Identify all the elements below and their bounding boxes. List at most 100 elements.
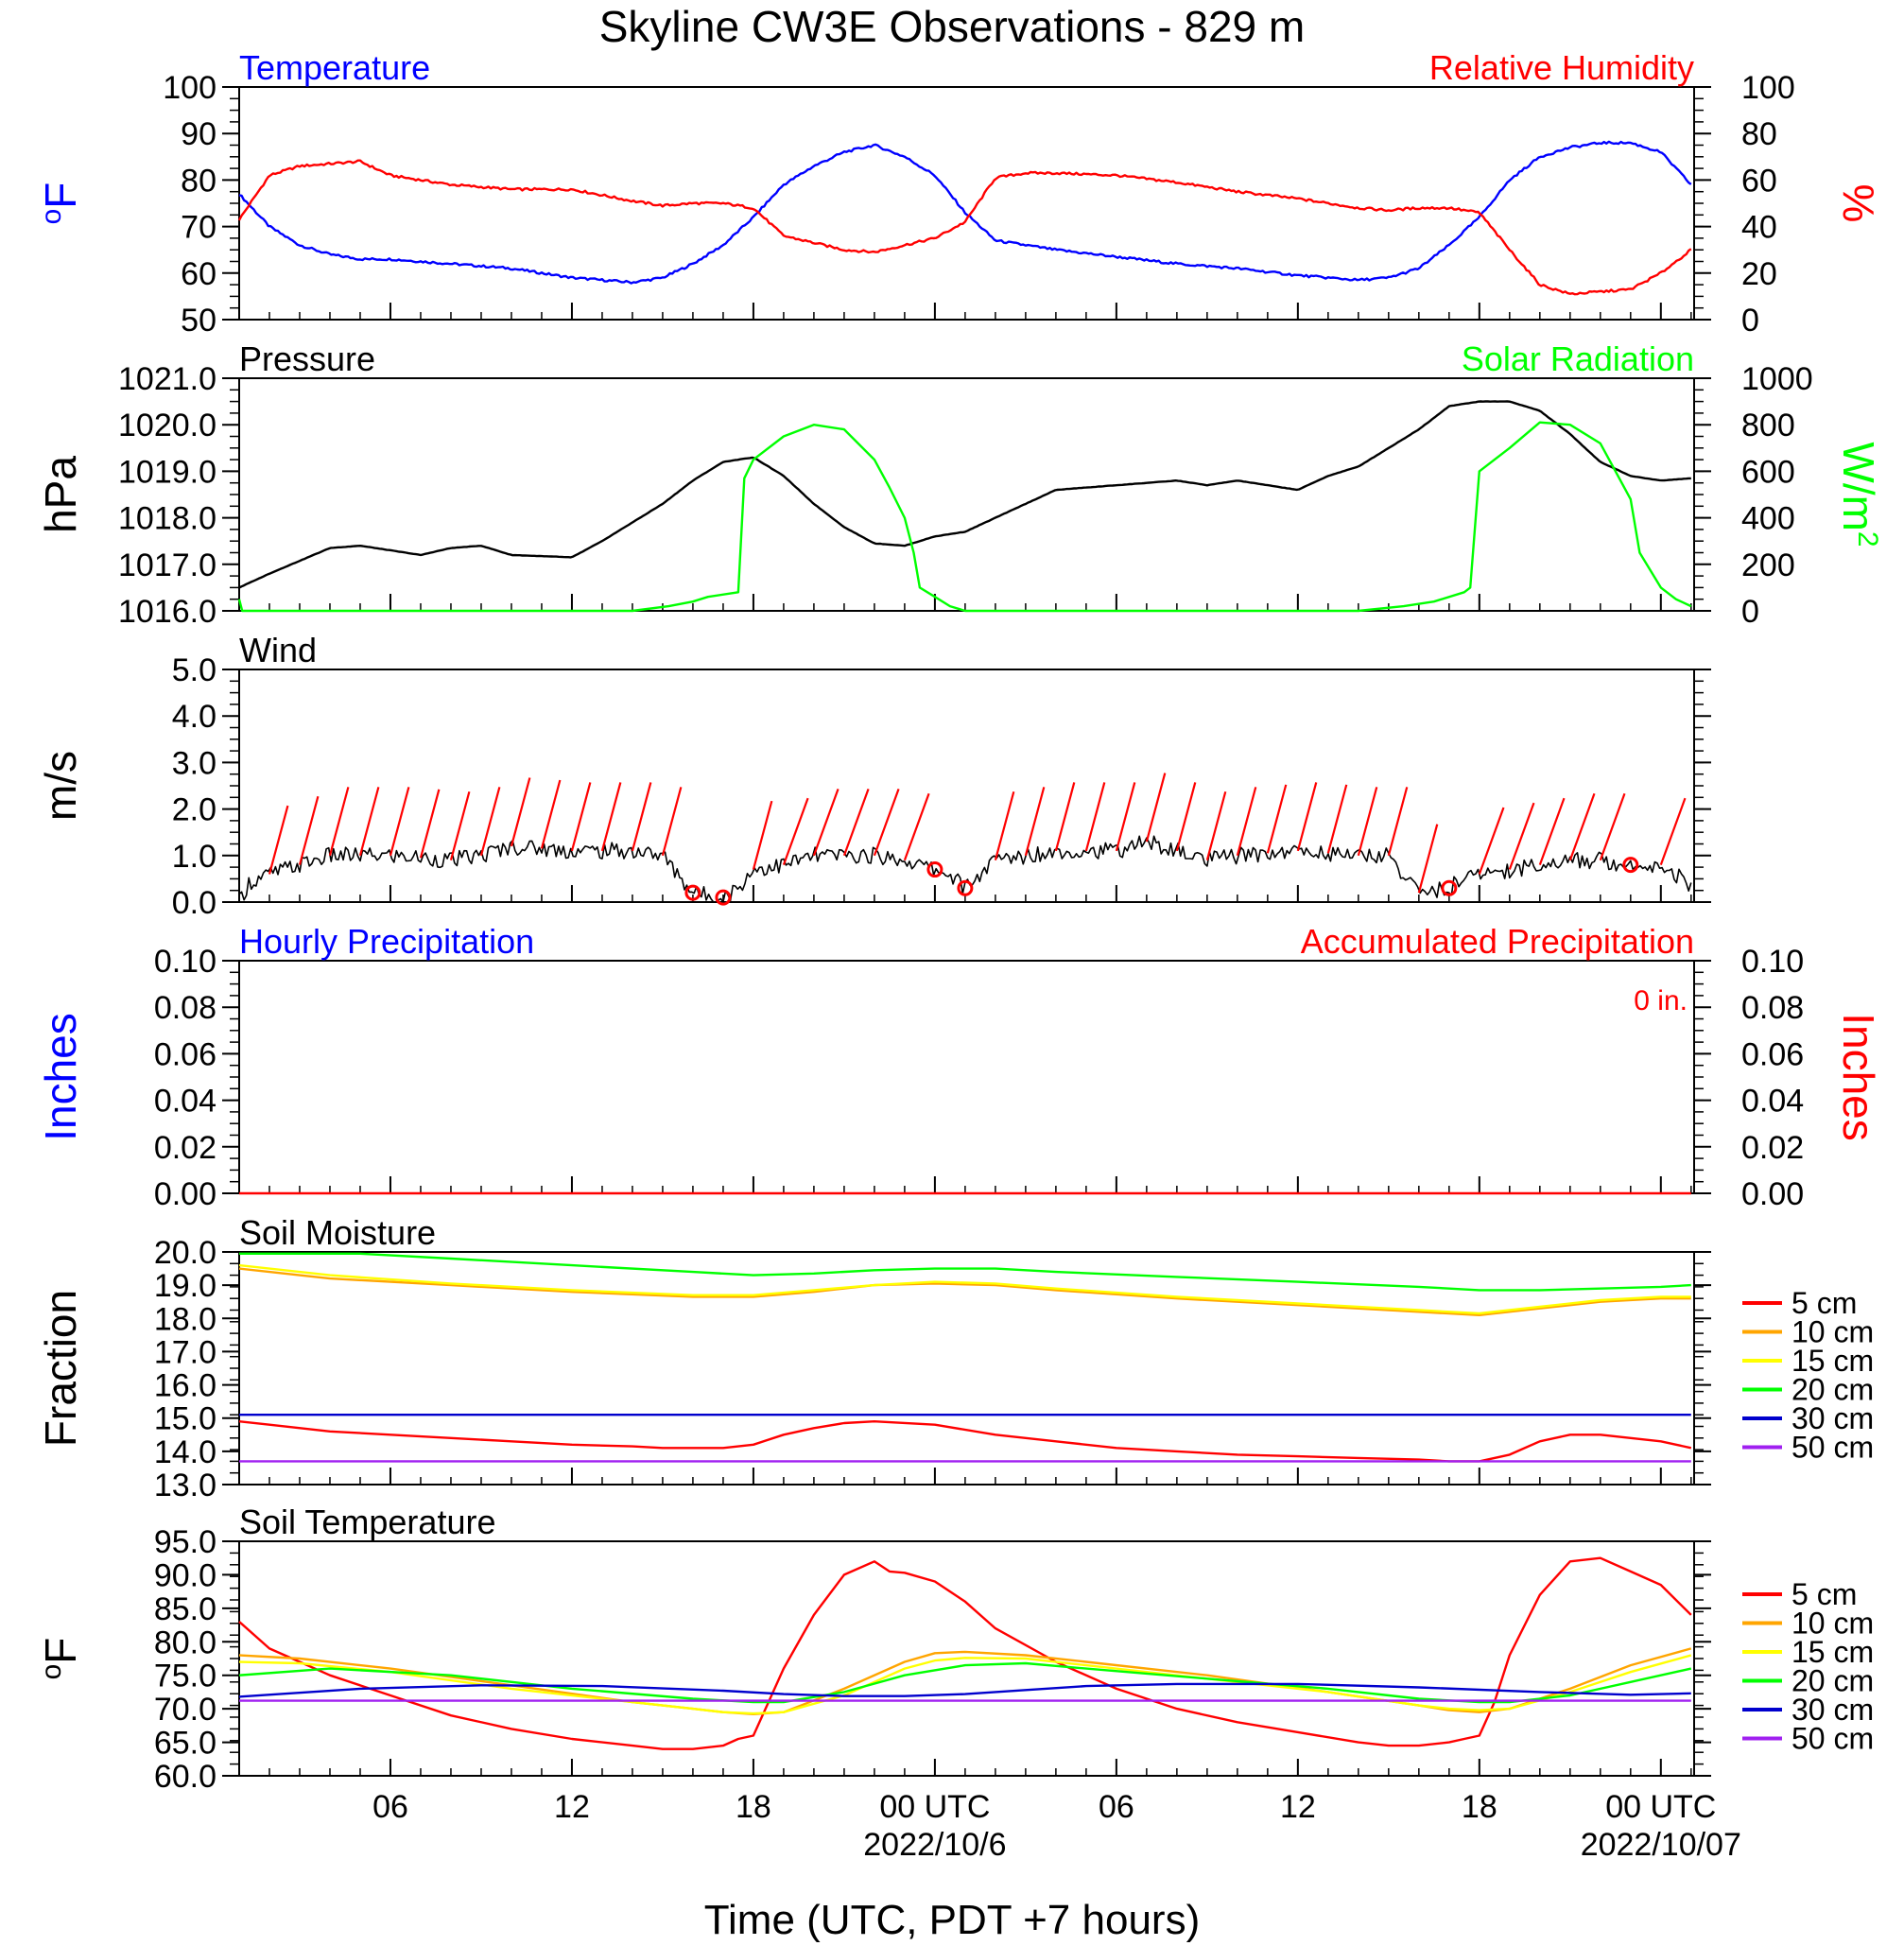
y-tick-label-right: 0.00: [1741, 1176, 1804, 1212]
y-tick-label-right: 0.04: [1741, 1084, 1804, 1120]
wind-barb: [1659, 797, 1687, 866]
y-tick-label-right: 0.10: [1741, 944, 1804, 980]
legend-label: 30 cm: [1791, 1401, 1874, 1435]
wind-barb: [1024, 787, 1046, 857]
wind-barb: [389, 787, 410, 857]
wind-barb: [1568, 792, 1596, 861]
y-tick-label-left: 18.0: [154, 1301, 216, 1337]
wind-barb: [1084, 782, 1106, 852]
x-axis-label: Time (UTC, PDT +7 hours): [704, 1897, 1200, 1943]
legend-label: 5 cm: [1791, 1286, 1857, 1320]
y-tick-label-left: 0.00: [154, 1176, 216, 1212]
y-tick-label-right: 0: [1741, 303, 1759, 339]
y-tick-label-left: 90: [181, 116, 216, 152]
legend-label: 20 cm: [1791, 1373, 1874, 1407]
wind-barb: [1054, 782, 1076, 852]
y-tick-label-left: 0.02: [154, 1130, 216, 1166]
series-line-5cm: [238, 1420, 1692, 1463]
wind-barb: [1417, 824, 1439, 894]
y-axis-label-right: Inches: [1834, 1013, 1883, 1141]
y-tick-label-left: 70: [181, 210, 216, 246]
legend-label: 50 cm: [1791, 1431, 1874, 1465]
wind-barb: [1357, 787, 1378, 857]
wind-barb: [1326, 784, 1348, 854]
wind-barb: [1478, 807, 1505, 875]
y-tick-label-left: 0.08: [154, 990, 216, 1026]
y-tick-label-left: 50: [181, 303, 216, 339]
wind-barb: [600, 782, 622, 852]
y-axis-label-left: Fraction: [36, 1290, 85, 1447]
y-tick-label-left: 70.0: [154, 1692, 216, 1728]
y-tick-label-right: 0.06: [1741, 1036, 1804, 1072]
wind-barb: [903, 792, 930, 861]
panel-title-left: Hourly Precipitation: [239, 922, 534, 961]
wind-barb: [268, 805, 289, 875]
x-tick-date-label: 2022/10/6: [863, 1827, 1006, 1863]
wind-barb: [1538, 797, 1566, 866]
series-line-red: [237, 159, 1692, 296]
calm-wind-circle: [957, 879, 974, 896]
y-tick-label-left: 13.0: [154, 1468, 216, 1503]
series-line-10cm: [238, 1267, 1691, 1316]
y-tick-label-left: 65.0: [154, 1726, 216, 1762]
y-axis-label-left: oF: [36, 182, 86, 225]
wind-barb: [782, 797, 809, 866]
y-tick-label-right: 1000: [1741, 361, 1813, 397]
series-line-20cm: [239, 1252, 1691, 1292]
y-tick-label-right: 200: [1741, 547, 1795, 583]
panel-title-right: Accumulated Precipitation: [1301, 922, 1694, 961]
y-tick-label-left: 80: [181, 163, 216, 199]
y-axis-label-right: %: [1834, 184, 1883, 223]
y-tick-label-right: 400: [1741, 501, 1795, 537]
y-tick-label-left: 95.0: [154, 1524, 216, 1560]
wind-barb: [479, 787, 501, 857]
y-tick-label-right: 80: [1741, 116, 1777, 152]
wind-barb: [752, 800, 773, 870]
wind-barb: [328, 787, 350, 857]
wind-barb: [298, 795, 320, 865]
wind-barb: [570, 782, 592, 852]
y-tick-label-left: 15.0: [154, 1401, 216, 1437]
y-tick-label-right: 0: [1741, 594, 1759, 630]
panel-title-left: Soil Temperature: [239, 1503, 495, 1541]
y-axis-label-left: Inches: [36, 1013, 85, 1141]
y-tick-label-left: 60: [181, 256, 216, 292]
wind-barb: [540, 779, 562, 849]
y-axis-label-right: W/m2: [1834, 442, 1884, 547]
y-tick-label-right: 600: [1741, 454, 1795, 490]
series-line-20cm: [238, 1661, 1692, 1704]
wind-barb: [1145, 773, 1167, 843]
y-tick-label-left: 75.0: [154, 1659, 216, 1694]
wind-barb: [510, 777, 531, 847]
legend-label: 30 cm: [1791, 1693, 1874, 1727]
y-axis-label-left: oF: [36, 1638, 86, 1680]
y-tick-label-left: 1017.0: [118, 547, 216, 583]
panel-title-left: Wind: [239, 631, 317, 669]
legend-label: 10 cm: [1791, 1315, 1874, 1349]
y-tick-label-left: 14.0: [154, 1434, 216, 1470]
x-tick-label: 18: [736, 1789, 771, 1825]
wind-barb: [358, 787, 380, 857]
wind-barb: [1599, 792, 1626, 861]
y-tick-label-left: 0.04: [154, 1084, 216, 1120]
y-axis-label-left: hPa: [36, 456, 85, 533]
y-tick-label-right: 20: [1741, 256, 1777, 292]
panel-title-left: Soil Moisture: [239, 1213, 436, 1252]
panel-soil_moist: 13.014.015.016.017.018.019.020.0 Soil Moi…: [36, 1213, 1874, 1503]
panel-title-right: Relative Humidity: [1429, 48, 1694, 87]
y-tick-label-left: 20.0: [154, 1235, 216, 1271]
y-tick-label-left: 19.0: [154, 1268, 216, 1304]
y-tick-label-left: 90.0: [154, 1557, 216, 1593]
y-tick-label-left: 17.0: [154, 1334, 216, 1370]
y-tick-label-left: 5.0: [172, 652, 216, 688]
wind-barb: [1266, 784, 1288, 854]
y-tick-label-left: 1016.0: [118, 594, 216, 630]
x-tick-label: 00 UTC: [879, 1789, 990, 1825]
y-tick-label-right: 800: [1741, 408, 1795, 443]
y-tick-label-right: 0.08: [1741, 990, 1804, 1026]
calm-wind-circle: [715, 889, 732, 906]
wind-barb: [1387, 787, 1409, 857]
